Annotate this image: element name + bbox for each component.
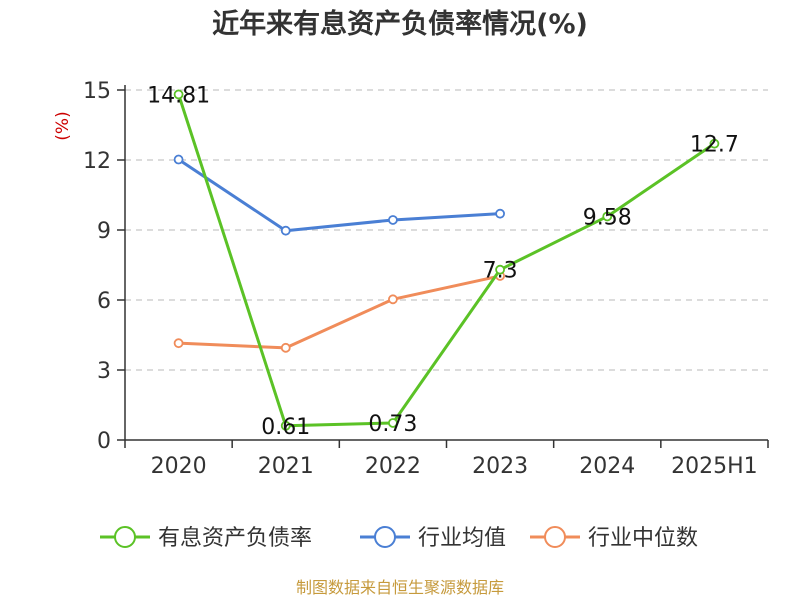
legend-marker-2 [374,526,396,548]
series-line-1 [177,93,716,428]
series-1 [173,89,720,431]
series-group [173,89,720,431]
data-point-3-2022 [388,294,398,305]
series-line-3 [178,274,501,350]
data-point-1-2025H1 [709,138,720,149]
data-label-2025H1: 12.7 [690,133,739,158]
data-point-1-2023 [495,264,505,275]
axes: 0 3 6 9 12 15 2020 2021 2022 2023 2024 2025H1 [83,79,769,479]
series-line-2 [177,158,501,233]
data-point-3-2021 [280,342,291,353]
data-point-2-2021 [280,225,291,236]
legend: 有息资产负债率 行业均值 行业中位数 [100,526,698,551]
x-tick-label-2020: 2020 [151,454,207,479]
y-tick-label-6: 6 [97,289,111,314]
data-point-1-2020 [173,89,184,100]
data-point-2-2023 [495,208,505,219]
y-tick-label-9: 9 [97,219,111,244]
legend-label-3: 行业中位数 [588,526,698,551]
series-3 [173,271,505,353]
source-note: 制图数据来自恒生聚源数据库 [296,578,504,597]
y-tick-label-15: 15 [83,79,111,104]
data-point-1-2021 [280,420,291,431]
legend-label-2: 行业均值 [418,526,506,551]
data-label-2023: 7.3 [483,259,518,284]
data-point-1-2024 [602,211,613,222]
data-label-2020: 14.81 [147,83,210,108]
y-tick-label-3: 3 [97,359,111,384]
x-tick-label-2022: 2022 [365,454,421,479]
series-2 [173,154,505,236]
x-tick-label-2024: 2024 [579,454,635,479]
data-labels: 14.81 0.61 0.73 7.3 9.58 12.7 [147,83,739,439]
x-tick-label-2021: 2021 [258,454,314,479]
legend-label-1: 有息资产负债率 [158,526,312,551]
data-label-2021: 0.61 [261,415,310,440]
y-tick-label-0: 0 [97,429,111,454]
y-tick-label-12: 12 [83,149,111,174]
data-point-1-2022 [388,418,398,428]
x-tick-label-2023: 2023 [472,454,528,479]
grid-lines [125,89,768,371]
data-point-2-2020 [173,154,184,165]
legend-item-1: 有息资产负债率 [100,526,312,551]
data-label-2024: 9.58 [583,205,632,230]
legend-item-2: 行业均值 [360,526,506,551]
data-point-3-2020 [173,338,184,349]
data-label-2022: 0.73 [368,412,417,437]
legend-marker-1 [114,526,136,548]
legend-item-3: 行业中位数 [530,526,698,551]
x-tick-label-2025H1: 2025H1 [671,454,758,479]
y-axis-unit: (%) [53,111,73,140]
legend-marker-3 [544,526,566,548]
data-point-2-2022 [388,215,398,225]
chart-title: 近年来有息资产负债率情况(%) [212,8,588,40]
